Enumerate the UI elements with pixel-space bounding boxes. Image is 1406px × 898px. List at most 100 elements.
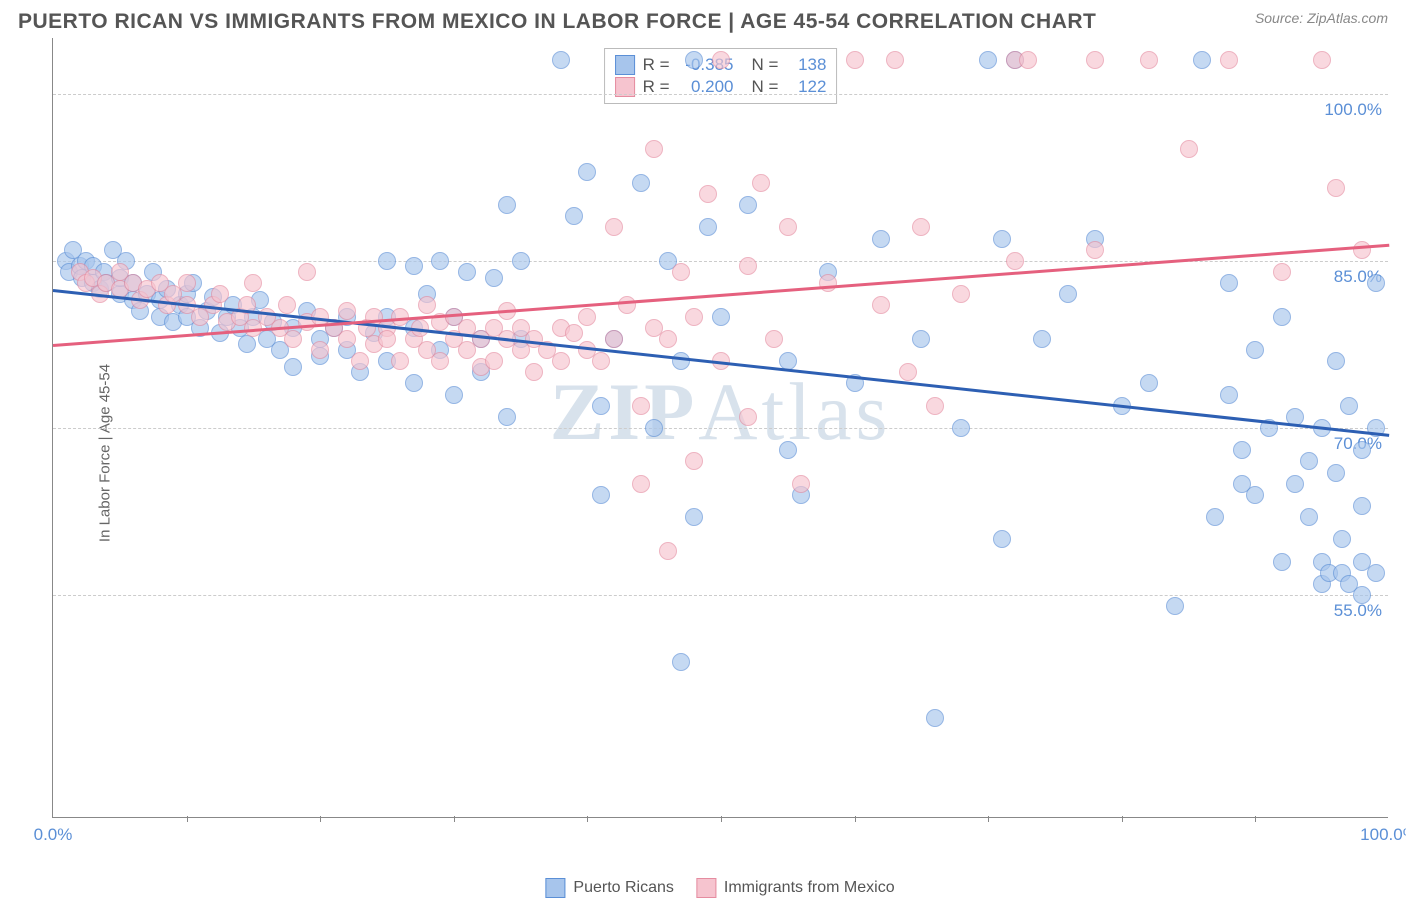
point-puerto-rican xyxy=(952,419,970,437)
x-tick xyxy=(587,816,588,822)
point-mexico xyxy=(699,185,717,203)
x-tick-label: 0.0% xyxy=(34,825,73,845)
chart-title: PUERTO RICAN VS IMMIGRANTS FROM MEXICO I… xyxy=(18,10,1096,34)
point-puerto-rican xyxy=(1246,486,1264,504)
point-puerto-rican xyxy=(378,252,396,270)
point-mexico xyxy=(211,285,229,303)
point-mexico xyxy=(178,274,196,292)
point-mexico xyxy=(952,285,970,303)
point-puerto-rican xyxy=(672,352,690,370)
point-mexico xyxy=(605,218,623,236)
point-mexico xyxy=(284,330,302,348)
point-mexico xyxy=(846,51,864,69)
point-puerto-rican xyxy=(912,330,930,348)
point-puerto-rican xyxy=(1273,553,1291,571)
x-tick xyxy=(1255,816,1256,822)
point-mexico xyxy=(1273,263,1291,281)
point-mexico xyxy=(1006,252,1024,270)
point-puerto-rican xyxy=(1353,441,1371,459)
point-mexico xyxy=(418,296,436,314)
stat-n-label: N = xyxy=(752,55,779,75)
point-puerto-rican xyxy=(238,335,256,353)
point-puerto-rican xyxy=(1166,597,1184,615)
point-mexico xyxy=(739,257,757,275)
point-mexico xyxy=(298,263,316,281)
point-mexico xyxy=(391,352,409,370)
point-puerto-rican xyxy=(712,308,730,326)
point-puerto-rican xyxy=(1033,330,1051,348)
gridline-h xyxy=(53,94,1388,95)
point-puerto-rican xyxy=(645,419,663,437)
legend-item: Immigrants from Mexico xyxy=(696,878,895,898)
point-puerto-rican xyxy=(1327,352,1345,370)
point-mexico xyxy=(926,397,944,415)
point-puerto-rican xyxy=(1206,508,1224,526)
point-puerto-rican xyxy=(1273,308,1291,326)
point-mexico xyxy=(605,330,623,348)
x-tick xyxy=(988,816,989,822)
gridline-h xyxy=(53,428,1388,429)
point-puerto-rican xyxy=(578,163,596,181)
point-mexico xyxy=(632,397,650,415)
legend-item: Puerto Ricans xyxy=(545,878,674,898)
point-puerto-rican xyxy=(872,230,890,248)
x-tick xyxy=(721,816,722,822)
point-mexico xyxy=(378,330,396,348)
point-puerto-rican xyxy=(1300,508,1318,526)
point-mexico xyxy=(338,302,356,320)
point-puerto-rican xyxy=(1140,374,1158,392)
legend-swatch-blue xyxy=(615,55,635,75)
point-mexico xyxy=(1019,51,1037,69)
point-puerto-rican xyxy=(405,374,423,392)
y-tick-label: 100.0% xyxy=(1324,100,1382,120)
series-legend: Puerto Ricans Immigrants from Mexico xyxy=(545,878,894,898)
legend-swatch-pink xyxy=(696,878,716,898)
gridline-h xyxy=(53,595,1388,596)
point-puerto-rican xyxy=(1220,274,1238,292)
point-mexico xyxy=(311,341,329,359)
source-value: ZipAtlas.com xyxy=(1307,10,1388,26)
point-mexico xyxy=(632,475,650,493)
point-puerto-rican xyxy=(1300,452,1318,470)
point-puerto-rican xyxy=(685,51,703,69)
x-tick-label: 100.0% xyxy=(1360,825,1406,845)
point-puerto-rican xyxy=(1286,475,1304,493)
point-puerto-rican xyxy=(284,358,302,376)
point-puerto-rican xyxy=(565,207,583,225)
point-puerto-rican xyxy=(498,408,516,426)
point-mexico xyxy=(1086,241,1104,259)
point-puerto-rican xyxy=(993,530,1011,548)
point-mexico xyxy=(672,263,690,281)
point-mexico xyxy=(565,324,583,342)
point-mexico xyxy=(1140,51,1158,69)
point-puerto-rican xyxy=(485,269,503,287)
plot-area: ZIPAtlas R =-0.385N =138R =0.200N =122 5… xyxy=(52,38,1388,818)
point-mexico xyxy=(765,330,783,348)
point-puerto-rican xyxy=(1333,530,1351,548)
point-mexico xyxy=(244,274,262,292)
legend-label: Puerto Ricans xyxy=(573,879,674,897)
stat-r-label: R = xyxy=(643,55,670,75)
point-mexico xyxy=(1327,179,1345,197)
plot-outer: ZIPAtlas R =-0.385N =138R =0.200N =122 5… xyxy=(52,38,1388,868)
point-puerto-rican xyxy=(498,196,516,214)
point-mexico xyxy=(792,475,810,493)
source-label: Source: xyxy=(1255,10,1307,26)
point-mexico xyxy=(552,352,570,370)
point-puerto-rican xyxy=(739,196,757,214)
point-mexico xyxy=(431,352,449,370)
point-mexico xyxy=(525,363,543,381)
point-puerto-rican xyxy=(1220,386,1238,404)
point-puerto-rican xyxy=(405,257,423,275)
point-puerto-rican xyxy=(993,230,1011,248)
point-puerto-rican xyxy=(1353,586,1371,604)
point-puerto-rican xyxy=(1327,464,1345,482)
point-mexico xyxy=(618,296,636,314)
point-puerto-rican xyxy=(592,486,610,504)
x-tick xyxy=(187,816,188,822)
point-puerto-rican xyxy=(1193,51,1211,69)
point-puerto-rican xyxy=(1353,497,1371,515)
point-puerto-rican xyxy=(672,653,690,671)
point-puerto-rican xyxy=(632,174,650,192)
point-puerto-rican xyxy=(552,51,570,69)
